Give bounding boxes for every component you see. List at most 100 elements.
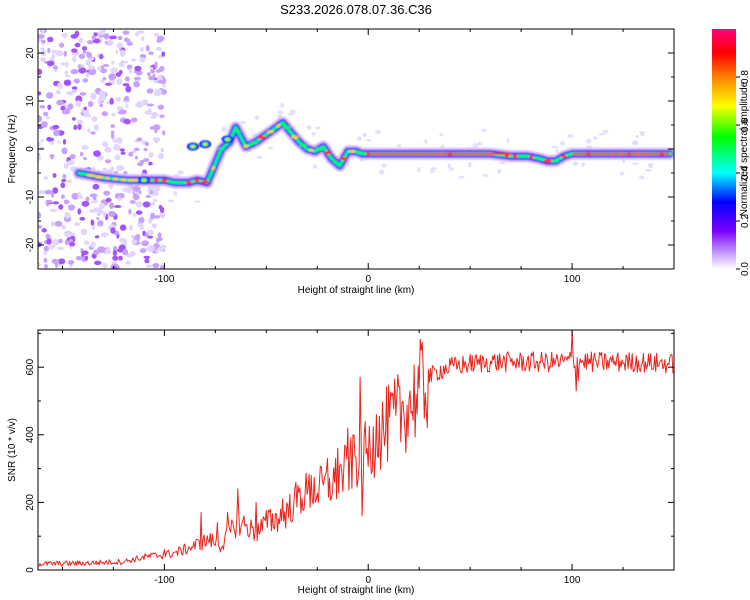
noise-speck (619, 171, 625, 176)
snr-x-label: Height of straight line (km) (298, 585, 415, 596)
noise-speck (311, 131, 316, 136)
noise-speck (147, 72, 151, 77)
noise-speck (107, 39, 114, 46)
noise-speck (115, 72, 122, 77)
figure-title: S233.2026.078.07.36.C36 (280, 2, 432, 17)
noise-speck (48, 244, 56, 250)
ridge-hotspot (211, 166, 216, 170)
noise-speck (645, 169, 652, 172)
noise-speck (63, 163, 69, 169)
noise-speck (48, 137, 55, 142)
ridge-hotspot (561, 154, 567, 158)
noise-speck (567, 134, 574, 139)
noise-speck (144, 232, 149, 238)
noise-speck (88, 68, 97, 76)
noise-speck (102, 211, 107, 218)
noise-speck (160, 88, 167, 95)
noise-speck (156, 238, 160, 243)
noise-speck (102, 77, 107, 81)
noise-speck (134, 32, 140, 37)
noise-speck (53, 129, 60, 137)
noise-speck (87, 100, 94, 108)
noise-speck (146, 88, 154, 94)
noise-speck (130, 234, 135, 239)
noise-speck (57, 140, 61, 144)
noise-speck (154, 88, 163, 95)
noise-speck (100, 65, 104, 69)
noise-speck (93, 207, 102, 212)
noise-speck (116, 165, 125, 172)
y-tick-label: 400 (25, 426, 36, 443)
noise-speck (77, 119, 83, 126)
noise-speck (117, 110, 125, 115)
noise-speck (108, 210, 116, 217)
noise-speck (132, 193, 140, 201)
noise-speck (84, 113, 92, 118)
ridge-hotspot (512, 154, 518, 158)
noise-speck (100, 79, 105, 83)
noise-speck (159, 114, 165, 118)
noise-speck (114, 205, 122, 208)
noise-speck (97, 246, 106, 254)
noise-speck (68, 260, 75, 265)
noise-speck (152, 137, 161, 142)
noise-speck (82, 108, 90, 116)
noise-speck (71, 117, 76, 121)
colorbar-tick-label: 0.2 (740, 214, 750, 228)
noise-speck (145, 257, 149, 261)
noise-speck (148, 76, 155, 81)
noise-speck (129, 200, 136, 204)
noise-speck (116, 106, 124, 111)
noise-speck (78, 37, 84, 44)
noise-speck (147, 235, 153, 239)
noise-speck (68, 204, 75, 211)
noise-speck (93, 150, 101, 157)
spectrogram-y-label: Frequency (Hz) (7, 115, 18, 184)
spectrogram-ridge (72, 116, 674, 189)
noise-speck (154, 32, 159, 38)
noise-speck (551, 145, 559, 149)
noise-speck (315, 126, 321, 130)
noise-speck (482, 174, 489, 178)
noise-speck (78, 53, 86, 60)
noise-speck (254, 115, 260, 120)
noise-speck (44, 189, 53, 195)
noise-speck (44, 264, 48, 269)
noise-speck (108, 73, 117, 81)
ridge-hotspot (218, 147, 225, 151)
noise-speck (40, 139, 44, 143)
noise-speck (53, 65, 58, 70)
noise-speck (111, 112, 116, 117)
noise-speck (71, 48, 78, 53)
noise-speck (97, 98, 102, 104)
x-tick-label: 0 (365, 575, 371, 586)
noise-speck (154, 61, 158, 69)
noise-speck (43, 176, 49, 180)
noise-speck (87, 65, 96, 70)
noise-speck (631, 140, 639, 146)
noise-speck (57, 258, 66, 265)
noise-speck (129, 224, 133, 231)
noise-speck (105, 82, 112, 86)
noise-speck (40, 121, 48, 128)
noise-speck (41, 228, 47, 233)
noise-speck (39, 105, 46, 109)
ridge-hotspot (553, 159, 559, 163)
noise-speck (157, 80, 165, 84)
noise-speck (63, 79, 72, 86)
noise-speck (94, 260, 102, 266)
x-tick-label: 100 (564, 274, 581, 285)
noise-speck (104, 146, 112, 153)
noise-speck (116, 42, 124, 49)
ridge-blob (225, 138, 230, 141)
noise-speck (99, 53, 104, 60)
noise-speck (77, 123, 82, 130)
noise-speck (51, 239, 59, 246)
noise-speck (60, 62, 66, 66)
noise-speck (47, 104, 52, 111)
noise-speck (98, 90, 106, 98)
noise-speck (49, 208, 58, 212)
noise-speck (378, 169, 385, 175)
noise-speck (64, 212, 71, 219)
noise-speck (356, 136, 362, 141)
